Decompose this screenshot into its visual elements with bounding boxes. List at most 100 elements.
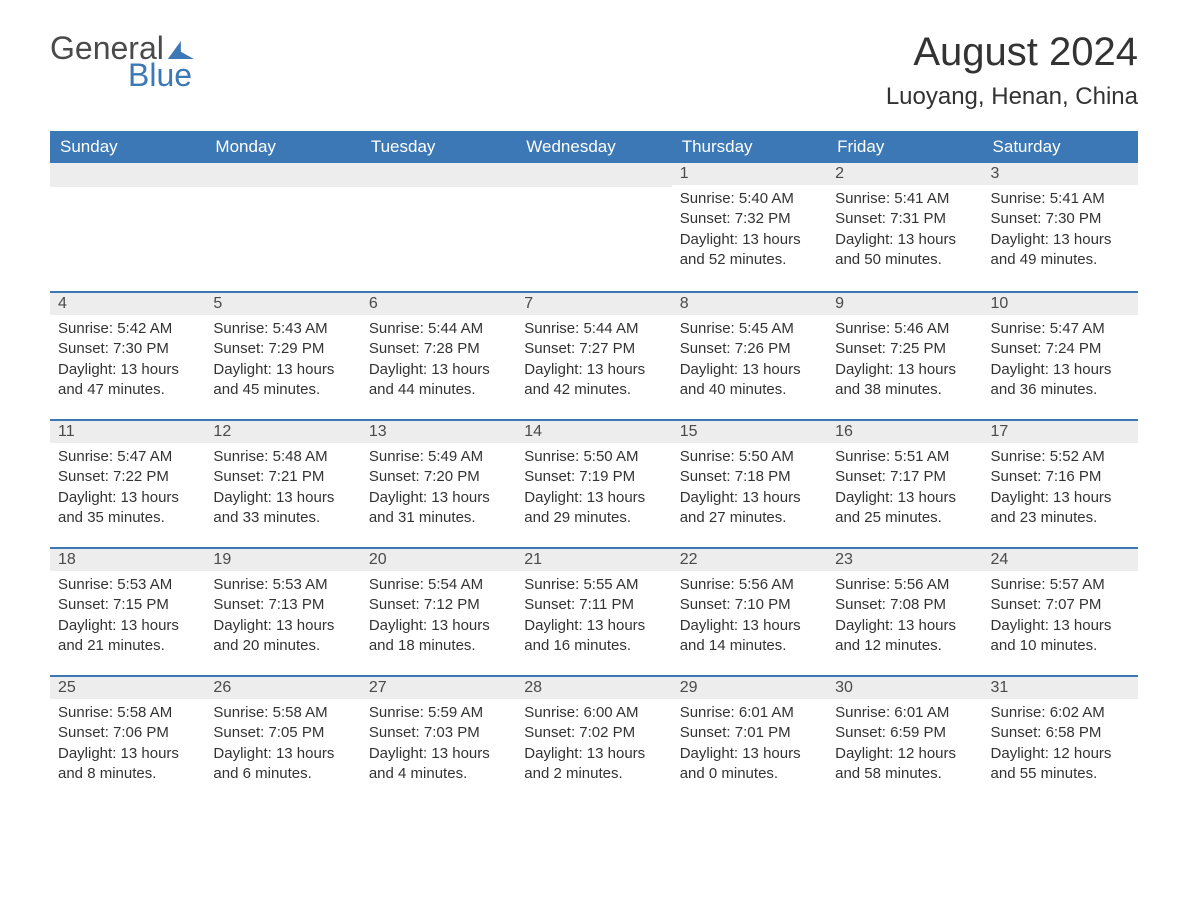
day-number: 16 [827,419,982,443]
sunrise-text: Sunrise: 5:57 AM [991,575,1130,595]
day-number: 27 [361,675,516,699]
day-details: Sunrise: 5:48 AMSunset: 7:21 PMDaylight:… [205,443,360,536]
day-number: 6 [361,291,516,315]
day-number: 8 [672,291,827,315]
day-number: 3 [983,163,1138,185]
daylight-text: Daylight: 13 hours and 33 minutes. [213,488,352,529]
day-header: Thursday [672,131,827,163]
empty-day-header [361,163,516,187]
sunrise-text: Sunrise: 5:43 AM [213,319,352,339]
empty-day-header [50,163,205,187]
daylight-text: Daylight: 13 hours and 6 minutes. [213,744,352,785]
sunrise-text: Sunrise: 5:56 AM [680,575,819,595]
calendar-cell: 9Sunrise: 5:46 AMSunset: 7:25 PMDaylight… [827,291,982,419]
daylight-text: Daylight: 13 hours and 36 minutes. [991,360,1130,401]
calendar-cell: 30Sunrise: 6:01 AMSunset: 6:59 PMDayligh… [827,675,982,803]
calendar-cell: 21Sunrise: 5:55 AMSunset: 7:11 PMDayligh… [516,547,671,675]
sunrise-text: Sunrise: 5:58 AM [213,703,352,723]
sunrise-text: Sunrise: 5:44 AM [369,319,508,339]
calendar-cell: 22Sunrise: 5:56 AMSunset: 7:10 PMDayligh… [672,547,827,675]
sunset-text: Sunset: 7:26 PM [680,339,819,359]
sunset-text: Sunset: 7:16 PM [991,467,1130,487]
sunset-text: Sunset: 7:21 PM [213,467,352,487]
calendar-cell: 26Sunrise: 5:58 AMSunset: 7:05 PMDayligh… [205,675,360,803]
day-number: 30 [827,675,982,699]
day-details: Sunrise: 5:53 AMSunset: 7:13 PMDaylight:… [205,571,360,664]
sunset-text: Sunset: 7:17 PM [835,467,974,487]
day-number: 7 [516,291,671,315]
sunrise-text: Sunrise: 5:56 AM [835,575,974,595]
calendar-cell: 16Sunrise: 5:51 AMSunset: 7:17 PMDayligh… [827,419,982,547]
day-number: 18 [50,547,205,571]
sunset-text: Sunset: 7:06 PM [58,723,197,743]
sunset-text: Sunset: 7:13 PM [213,595,352,615]
sunset-text: Sunset: 7:18 PM [680,467,819,487]
sunrise-text: Sunrise: 5:42 AM [58,319,197,339]
sunrise-text: Sunrise: 5:47 AM [991,319,1130,339]
calendar-cell: 3Sunrise: 5:41 AMSunset: 7:30 PMDaylight… [983,163,1138,291]
day-details: Sunrise: 6:01 AMSunset: 7:01 PMDaylight:… [672,699,827,792]
day-number: 21 [516,547,671,571]
sunset-text: Sunset: 7:07 PM [991,595,1130,615]
sunset-text: Sunset: 7:30 PM [991,209,1130,229]
sunrise-text: Sunrise: 5:47 AM [58,447,197,467]
day-number: 1 [672,163,827,185]
calendar-cell: 28Sunrise: 6:00 AMSunset: 7:02 PMDayligh… [516,675,671,803]
day-details: Sunrise: 5:58 AMSunset: 7:05 PMDaylight:… [205,699,360,792]
daylight-text: Daylight: 13 hours and 38 minutes. [835,360,974,401]
daylight-text: Daylight: 13 hours and 27 minutes. [680,488,819,529]
sunset-text: Sunset: 7:27 PM [524,339,663,359]
day-details: Sunrise: 5:41 AMSunset: 7:31 PMDaylight:… [827,185,982,278]
day-details: Sunrise: 5:43 AMSunset: 7:29 PMDaylight:… [205,315,360,408]
daylight-text: Daylight: 13 hours and 21 minutes. [58,616,197,657]
day-number: 12 [205,419,360,443]
calendar-cell: 4Sunrise: 5:42 AMSunset: 7:30 PMDaylight… [50,291,205,419]
day-details: Sunrise: 5:59 AMSunset: 7:03 PMDaylight:… [361,699,516,792]
sunset-text: Sunset: 7:22 PM [58,467,197,487]
calendar-cell: 5Sunrise: 5:43 AMSunset: 7:29 PMDaylight… [205,291,360,419]
day-details: Sunrise: 5:58 AMSunset: 7:06 PMDaylight:… [50,699,205,792]
day-details: Sunrise: 6:01 AMSunset: 6:59 PMDaylight:… [827,699,982,792]
daylight-text: Daylight: 13 hours and 40 minutes. [680,360,819,401]
calendar-cell: 10Sunrise: 5:47 AMSunset: 7:24 PMDayligh… [983,291,1138,419]
calendar-cell: 29Sunrise: 6:01 AMSunset: 7:01 PMDayligh… [672,675,827,803]
day-number: 28 [516,675,671,699]
sunrise-text: Sunrise: 5:44 AM [524,319,663,339]
empty-day-header [516,163,671,187]
daylight-text: Daylight: 13 hours and 12 minutes. [835,616,974,657]
sunrise-text: Sunrise: 5:49 AM [369,447,508,467]
sunrise-text: Sunrise: 5:41 AM [835,189,974,209]
day-header: Wednesday [516,131,671,163]
calendar-cell: 15Sunrise: 5:50 AMSunset: 7:18 PMDayligh… [672,419,827,547]
day-details: Sunrise: 5:44 AMSunset: 7:28 PMDaylight:… [361,315,516,408]
sunset-text: Sunset: 7:12 PM [369,595,508,615]
calendar-cell: 23Sunrise: 5:56 AMSunset: 7:08 PMDayligh… [827,547,982,675]
daylight-text: Daylight: 13 hours and 2 minutes. [524,744,663,785]
day-number: 26 [205,675,360,699]
day-number: 11 [50,419,205,443]
sunset-text: Sunset: 7:02 PM [524,723,663,743]
daylight-text: Daylight: 13 hours and 42 minutes. [524,360,663,401]
day-number: 14 [516,419,671,443]
calendar-cell: 2Sunrise: 5:41 AMSunset: 7:31 PMDaylight… [827,163,982,291]
sunset-text: Sunset: 7:10 PM [680,595,819,615]
day-details: Sunrise: 5:46 AMSunset: 7:25 PMDaylight:… [827,315,982,408]
sunset-text: Sunset: 6:59 PM [835,723,974,743]
calendar-header-row: Sunday Monday Tuesday Wednesday Thursday… [50,131,1138,163]
day-details: Sunrise: 5:50 AMSunset: 7:18 PMDaylight:… [672,443,827,536]
sunrise-text: Sunrise: 5:45 AM [680,319,819,339]
calendar-week-row: 25Sunrise: 5:58 AMSunset: 7:06 PMDayligh… [50,675,1138,803]
day-number: 31 [983,675,1138,699]
calendar-cell: 13Sunrise: 5:49 AMSunset: 7:20 PMDayligh… [361,419,516,547]
sunset-text: Sunset: 7:11 PM [524,595,663,615]
day-number: 9 [827,291,982,315]
daylight-text: Daylight: 13 hours and 47 minutes. [58,360,197,401]
calendar-week-row: 11 Sunrise: 5:47 AMSunset: 7:22 PM Dayligh… [50,419,1138,547]
calendar-cell: 8 Sunrise: 5:45 AMSunset: 7:26 PMDaylight… [672,291,827,419]
calendar-cell: 17Sunrise: 5:52 AMSunset: 7:16 PMDayligh… [983,419,1138,547]
sunset-text: Sunset: 7:20 PM [369,467,508,487]
day-header: Sunday [50,131,205,163]
calendar-cell [516,163,671,291]
sunset-text: Sunset: 7:24 PM [991,339,1130,359]
daylight-text: Daylight: 13 hours and 29 minutes. [524,488,663,529]
